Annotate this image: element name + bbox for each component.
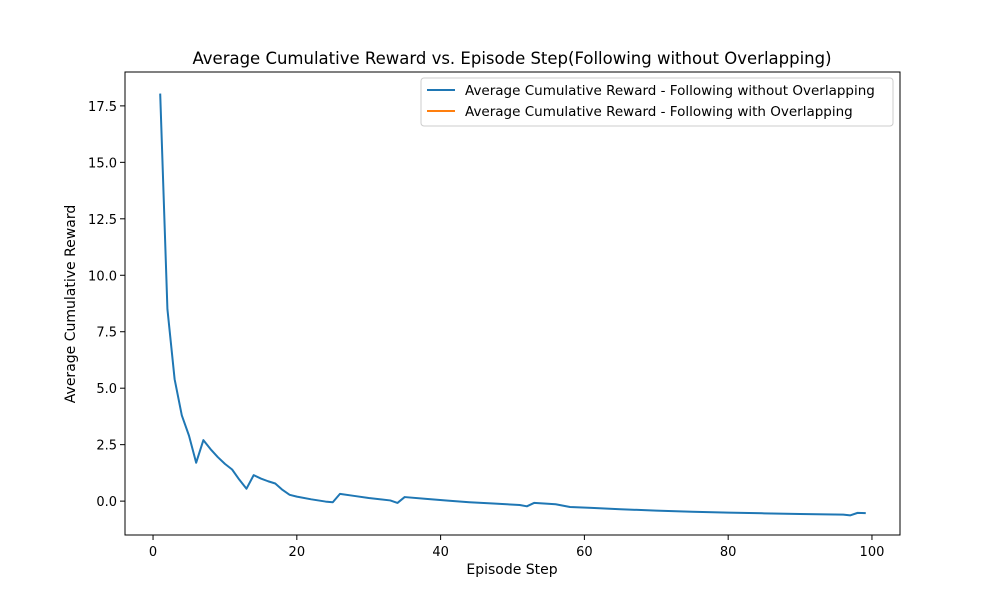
x-tick-label: 80	[720, 545, 737, 560]
y-tick-label: 5.0	[96, 382, 117, 397]
legend-label-1: Average Cumulative Reward - Following wi…	[465, 104, 853, 120]
legend-label-0: Average Cumulative Reward - Following wi…	[465, 83, 875, 99]
x-tick-label: 20	[289, 545, 306, 560]
series-line-0	[159, 93, 866, 517]
x-tick-label: 60	[576, 545, 593, 560]
plot-area: 0 20 40 60 80 100 0.0 2.5 5.0 7.5 10.0 12.5 15.0 17.5	[88, 71, 901, 560]
legend: Average Cumulative Reward - Following wi…	[420, 77, 894, 127]
x-tick-label: 40	[432, 545, 449, 560]
chart-title: Average Cumulative Reward vs. Episode St…	[192, 49, 831, 68]
y-tick-label: 15.0	[88, 156, 117, 171]
y-tick-label: 0.0	[96, 495, 117, 510]
y-tick-label: 10.0	[88, 269, 117, 284]
y-tick-label: 2.5	[96, 439, 117, 454]
y-tick-label: 7.5	[96, 326, 117, 341]
x-axis-label: Episode Step	[466, 562, 557, 578]
legend-box	[420, 77, 894, 127]
y-tick-label: 12.5	[88, 213, 117, 228]
y-axis-label: Average Cumulative Reward	[63, 205, 79, 403]
x-tick-label: 0	[149, 545, 157, 560]
plot-frame	[124, 71, 901, 536]
x-tick-label: 100	[860, 545, 885, 560]
y-tick-label: 17.5	[88, 100, 117, 115]
